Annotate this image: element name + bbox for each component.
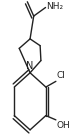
Text: NH₂: NH₂: [46, 2, 64, 11]
Text: N: N: [26, 61, 34, 71]
Text: Cl: Cl: [57, 71, 66, 80]
Text: OH: OH: [57, 121, 71, 130]
